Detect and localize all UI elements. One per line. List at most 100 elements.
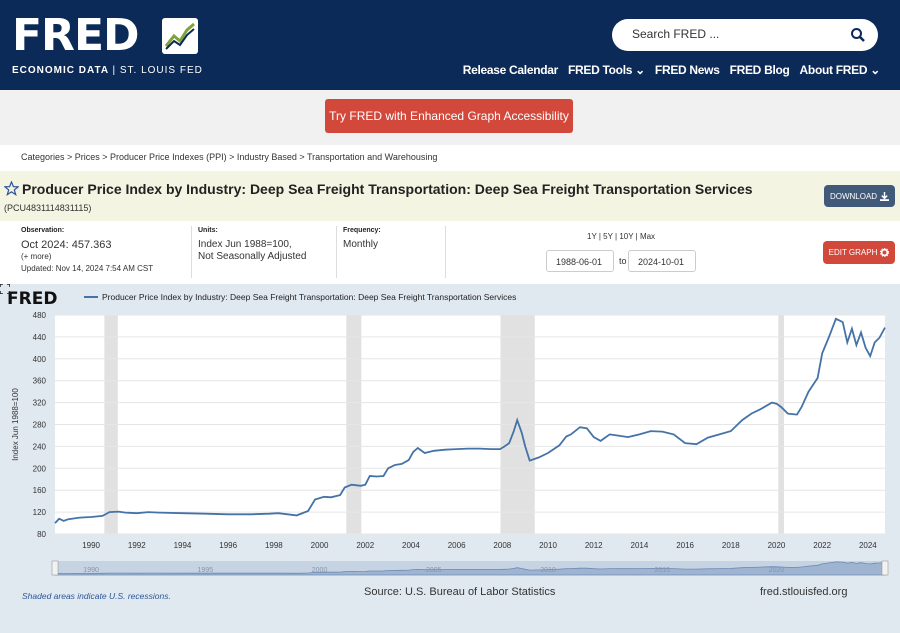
x-tick-label: 2004 [402,541,420,550]
search-placeholder: Search FRED ... [632,27,720,41]
x-tick-label: 1994 [174,541,192,550]
x-tick-label: 2014 [631,541,649,550]
x-tick-label: 2016 [676,541,694,550]
nav-release-calendar[interactable]: Release Calendar [462,63,559,77]
x-tick-label: 1998 [265,541,283,550]
observation-date: Oct 2024: [21,239,69,251]
logo-sub-rest: | ST. LOUIS FED [112,65,203,76]
chart-legend: Producer Price Index by Industry: Deep S… [84,292,516,302]
range-slider-label: 2010 [540,567,556,574]
end-date-input[interactable]: 2024-10-01 [628,250,696,272]
x-tick-label: 2010 [539,541,557,550]
x-tick-label: 2006 [448,541,466,550]
y-tick-label: 440 [33,333,47,342]
graph-panel: FRED Producer Price Index by Industry: D… [0,284,900,633]
search-input[interactable]: Search FRED ... [612,19,878,51]
y-tick-label: 280 [33,421,47,430]
x-tick-label: 2022 [813,541,831,550]
series-title: Producer Price Index by Industry: Deep S… [22,181,753,197]
fred-logo[interactable]: FRED [12,10,198,61]
range-slider-area [54,561,886,576]
download-label: DOWNLOAD [829,191,878,201]
y-tick-label: 320 [33,399,47,408]
data-source: Source: U.S. Bureau of Labor Statistics [364,586,556,598]
x-tick-label: 2002 [356,541,374,550]
fullscreen-icon[interactable] [0,284,10,294]
legend-swatch [84,296,98,298]
units-line2: Not Seasonally Adjusted [198,251,307,262]
download-button[interactable]: DOWNLOAD [824,185,895,207]
range-slider-label: 2005 [426,567,442,574]
units-label: Units: [198,227,218,234]
range-slider-label: 2020 [769,567,785,574]
x-tick-label: 2012 [585,541,603,550]
site-header: FRED ECONOMIC DATA | ST. LOUIS FED Searc… [0,0,900,90]
enhanced-accessibility-button[interactable]: Try FRED with Enhanced Graph Accessibili… [325,99,573,133]
y-tick-label: 120 [33,508,47,517]
y-tick-label: 360 [33,377,47,386]
updated-text: Updated: Nov 14, 2024 7:54 AM CST [21,264,154,273]
observation-value: 457.363 [71,239,112,251]
y-tick-label: 480 [33,311,47,320]
frequency-label: Frequency: [343,227,381,234]
start-date-input[interactable]: 1988-06-01 [546,250,614,272]
date-to-label: to [619,256,627,266]
y-tick-label: 400 [33,355,47,364]
frequency-value: Monthly [343,239,379,250]
range-slider-label: 1995 [198,567,214,574]
x-tick-label: 1996 [219,541,237,550]
x-tick-label: 2008 [493,541,511,550]
nav-fred-tools[interactable]: FRED Tools ⌄ [568,63,645,77]
logo-sub-bold: ECONOMIC DATA [12,65,109,76]
range-slider-handle [881,560,889,576]
gear-icon [880,248,890,257]
series-title-bar: Producer Price Index by Industry: Deep S… [0,171,900,221]
more-link[interactable]: (+ more) [21,252,52,261]
range-slider-handle [51,560,59,576]
units-block: Units: Index Jun 1988=100, Not Seasonall… [198,225,306,263]
x-tick-label: 2000 [311,541,329,550]
x-tick-label: 1992 [128,541,146,550]
fred-url[interactable]: fred.stlouisfed.org [760,586,848,598]
nav-fred-blog[interactable]: FRED Blog [729,63,790,77]
legend-label: Producer Price Index by Industry: Deep S… [102,292,517,302]
y-tick-label: 80 [37,530,46,539]
range-links[interactable]: 1Y | 5Y | 10Y | Max [587,232,656,241]
series-line [54,317,886,524]
accessibility-band: Try FRED with Enhanced Graph Accessibili… [0,90,900,145]
logo-chart-icon [162,18,198,54]
graph-fred-logo: FRED [7,289,58,309]
y-tick-label: 200 [33,464,47,473]
frequency-block: Frequency: Monthly [343,225,381,251]
divider [336,226,337,278]
y-tick-label: 160 [33,486,47,495]
units-line1: Index Jun 1988=100, [198,239,292,250]
range-slider-label: 2000 [312,567,328,574]
x-tick-label: 1990 [82,541,100,550]
x-tick-label: 2018 [722,541,740,550]
range-slider-label: 1990 [83,567,99,574]
top-nav: Release Calendar FRED Tools ⌄ FRED News … [462,63,881,77]
line-chart[interactable]: 80 120 160 200 240 280 320 360 400 440 480 1990 1992… [0,284,900,584]
nav-fred-news[interactable]: FRED News [654,63,720,77]
nav-about-fred[interactable]: About FRED ⌄ [799,63,881,77]
divider [445,226,446,278]
x-tick-label: 2024 [859,541,877,550]
star-icon[interactable] [4,181,19,196]
observation-label: Observation: [21,227,65,234]
observation-block: Observation: Oct 2024: 457.363 (+ more) … [21,225,153,275]
edit-graph-button[interactable]: EDIT GRAPH [823,241,895,264]
divider [191,226,192,278]
search-icon[interactable] [850,27,866,43]
edit-graph-label: EDIT GRAPH [828,248,878,257]
range-slider-label: 2015 [654,567,670,574]
x-tick-label: 2020 [768,541,786,550]
logo-subtitle: ECONOMIC DATA | ST. LOUIS FED [12,65,203,76]
recession-note: Shaded areas indicate U.S. recessions. [22,591,171,601]
y-axis-label: Index Jun 1988=100 [11,388,20,461]
breadcrumb[interactable]: Categories > Prices > Producer Price Ind… [21,152,438,162]
download-icon [880,191,890,201]
y-tick-label: 240 [33,442,47,451]
series-id: (PCU4831114831115) [4,203,92,213]
logo-text: FRED [12,10,140,61]
